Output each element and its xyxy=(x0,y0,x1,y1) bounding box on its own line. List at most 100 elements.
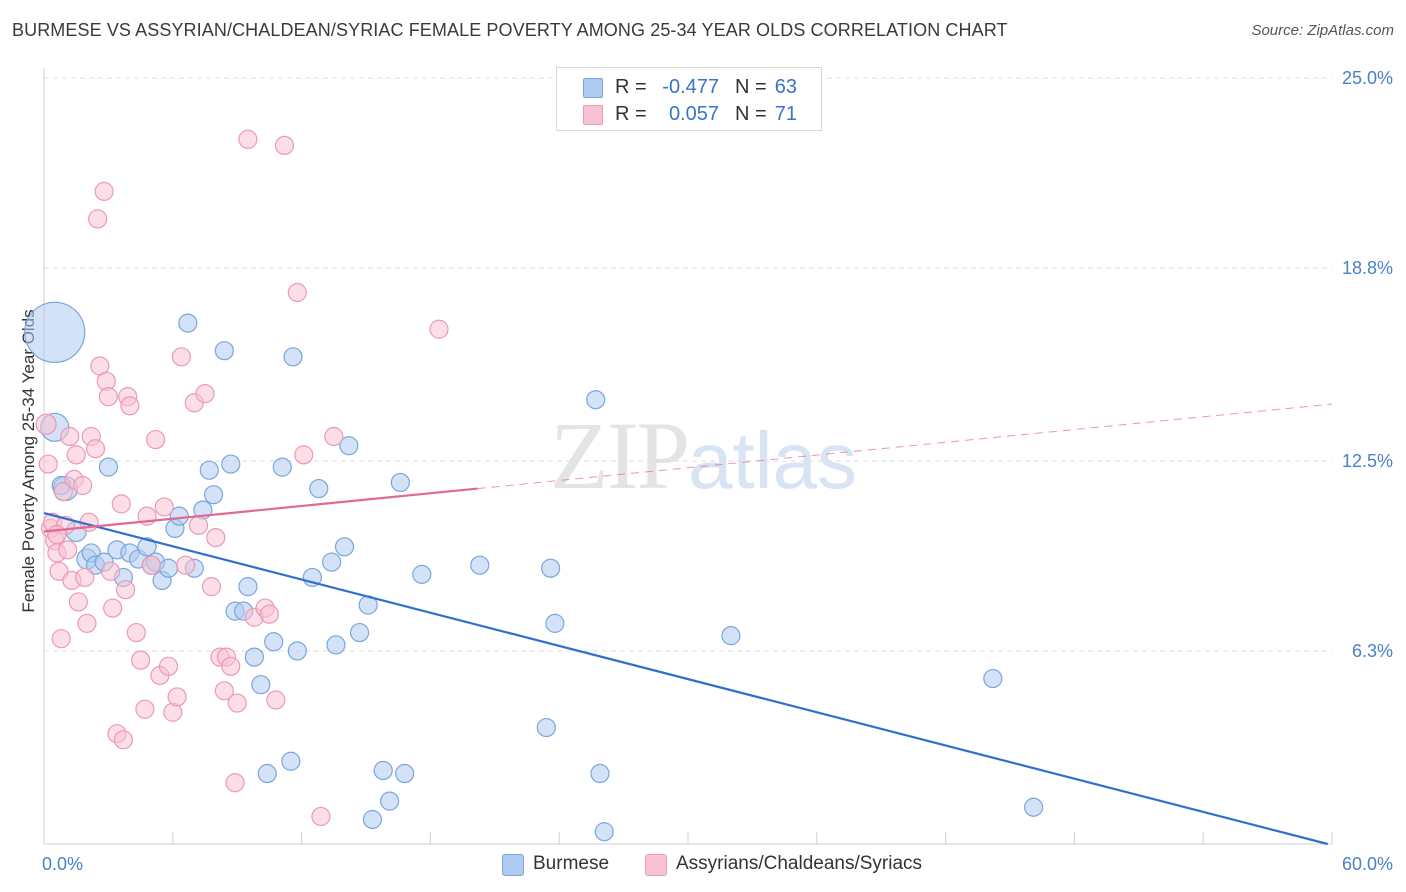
point-assyrian xyxy=(100,561,121,581)
legend-r-label: R = xyxy=(615,76,647,98)
point-assyrian xyxy=(88,209,108,229)
legend-n-label: N = xyxy=(735,76,767,98)
correlation-legend: R = -0.477 N = 63 R = 0.057 N = 71 xyxy=(556,67,822,131)
trendline-extension-assyrian xyxy=(477,403,1333,490)
point-burmese xyxy=(470,555,490,575)
point-burmese xyxy=(412,564,432,584)
legend-swatch-assyrian xyxy=(583,105,603,125)
point-assyrian xyxy=(158,656,179,676)
point-assyrian xyxy=(266,690,286,710)
point-assyrian xyxy=(206,527,226,548)
point-burmese xyxy=(1024,797,1044,817)
point-burmese xyxy=(536,717,556,738)
point-burmese xyxy=(395,763,415,784)
legend-r-label: R = xyxy=(615,103,647,125)
point-assyrian xyxy=(274,135,295,156)
point-burmese xyxy=(287,641,307,661)
point-assyrian xyxy=(77,613,97,633)
point-burmese xyxy=(178,313,198,333)
point-burmese xyxy=(272,457,292,477)
point-assyrian xyxy=(131,650,151,670)
point-burmese xyxy=(373,760,393,781)
y-tick-label: 12.5% xyxy=(1342,451,1393,471)
point-burmese xyxy=(983,668,1003,689)
point-assyrian xyxy=(135,699,155,719)
point-assyrian xyxy=(176,555,196,575)
point-burmese xyxy=(98,457,119,477)
x-tick-label-end: 60.0% xyxy=(1342,854,1393,874)
point-burmese xyxy=(203,485,224,505)
point-burmese xyxy=(283,347,303,367)
point-assyrian xyxy=(120,396,140,416)
point-burmese xyxy=(545,613,565,633)
point-assyrian xyxy=(429,319,449,339)
point-burmese xyxy=(137,537,157,557)
legend-n-value: 63 xyxy=(774,76,797,98)
point-assyrian xyxy=(171,347,191,367)
point-burmese xyxy=(339,436,359,456)
chart-title: BURMESE VS ASSYRIAN/CHALDEAN/SYRIAC FEMA… xyxy=(12,20,1008,40)
point-burmese xyxy=(334,537,355,557)
point-burmese xyxy=(264,632,284,652)
point-assyrian xyxy=(51,629,71,649)
point-assyrian xyxy=(60,426,80,447)
point-burmese xyxy=(309,478,329,499)
legend-label-assyrian: Assyrians/Chaldeans/Syriacs xyxy=(676,853,923,874)
point-assyrian xyxy=(141,555,161,575)
point-burmese xyxy=(251,675,271,695)
point-assyrian xyxy=(225,773,245,793)
legend-row-assyrian: R = 0.057 N = 71 xyxy=(557,101,821,127)
point-assyrian xyxy=(53,482,73,502)
legend-n-value: 71 xyxy=(774,103,797,125)
point-burmese xyxy=(721,626,741,646)
y-tick-label: 18.8% xyxy=(1342,258,1393,278)
watermark-zip: ZIP xyxy=(550,402,690,509)
point-burmese xyxy=(594,822,614,842)
point-burmese xyxy=(326,635,346,655)
point-assyrian xyxy=(146,429,166,450)
point-assyrian xyxy=(287,282,307,303)
point-assyrian xyxy=(311,806,331,827)
point-assyrian xyxy=(103,598,123,618)
point-burmese xyxy=(541,558,561,578)
point-assyrian xyxy=(68,592,88,612)
legend-r-value: -0.477 xyxy=(662,76,719,98)
point-assyrian xyxy=(221,656,241,676)
point-burmese xyxy=(590,763,610,784)
series-legend: Burmese Assyrians/Chaldeans/Syriacs xyxy=(0,852,1406,878)
legend-n-label: N = xyxy=(735,103,767,125)
point-burmese xyxy=(244,647,264,667)
point-assyrian xyxy=(115,580,136,600)
point-assyrian xyxy=(35,413,57,435)
point-assyrian xyxy=(94,181,114,201)
point-assyrian xyxy=(188,515,209,535)
point-assyrian xyxy=(85,439,106,459)
legend-swatch-assyrian xyxy=(645,854,667,876)
y-axis-label: Female Poverty Among 25-34 Year Olds xyxy=(19,309,38,612)
point-assyrian xyxy=(75,567,95,588)
point-burmese xyxy=(24,301,86,363)
point-burmese xyxy=(322,552,342,572)
point-assyrian xyxy=(195,383,215,404)
point-assyrian xyxy=(201,577,222,597)
point-burmese xyxy=(158,558,179,578)
legend-row-burmese: R = -0.477 N = 63 xyxy=(557,74,821,100)
x-tick-label-start: 0.0% xyxy=(42,854,83,874)
point-assyrian xyxy=(38,454,58,474)
point-burmese xyxy=(390,472,410,493)
point-assyrian xyxy=(58,540,78,560)
point-burmese xyxy=(362,809,383,830)
point-assyrian xyxy=(294,445,314,465)
y-tick-label: 6.3% xyxy=(1352,641,1393,661)
point-burmese xyxy=(281,751,301,771)
point-burmese xyxy=(214,341,234,361)
legend-swatch-burmese xyxy=(583,78,603,98)
point-assyrian xyxy=(73,475,93,496)
point-assyrian xyxy=(111,494,131,514)
point-assyrian xyxy=(259,604,279,624)
point-assyrian xyxy=(238,129,258,149)
point-burmese xyxy=(380,791,400,811)
point-burmese xyxy=(221,454,241,474)
point-assyrian xyxy=(113,730,134,750)
